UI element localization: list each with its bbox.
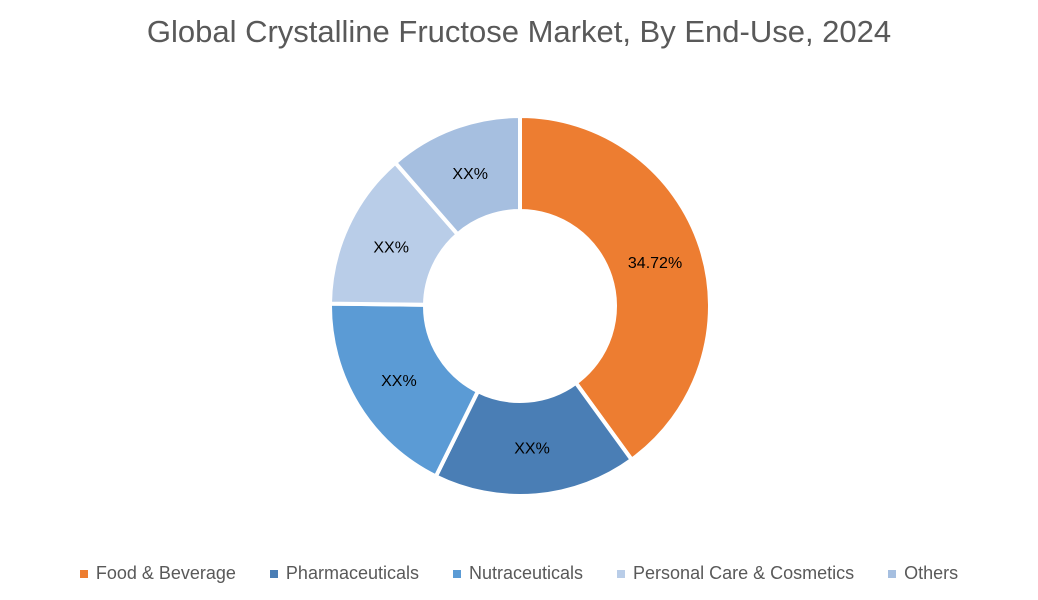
chart-title: Global Crystalline Fructose Market, By E…: [146, 14, 892, 49]
legend-item: Nutraceuticals: [452, 563, 584, 584]
legend-label: Food & Beverage: [95, 563, 236, 583]
legend-label: Nutraceuticals: [468, 563, 584, 583]
data-label: XX%: [514, 440, 550, 457]
data-label: XX%: [373, 239, 409, 256]
legend-swatch: [617, 569, 626, 578]
data-label: XX%: [381, 373, 417, 390]
legend-swatch: [452, 569, 461, 578]
legend-item: Personal Care & Cosmetics: [617, 563, 854, 584]
slice-others: [392, 113, 522, 238]
legend-item: Others: [888, 563, 958, 584]
legend-label: Pharmaceuticals: [285, 563, 419, 583]
data-label: XX%: [452, 166, 488, 183]
legend-label: Personal Care & Cosmetics: [633, 563, 855, 583]
legend-swatch: [888, 569, 897, 578]
legend-item: Pharmaceuticals: [269, 563, 419, 584]
legend-item: Food & Beverage: [79, 563, 236, 584]
legend-swatch: [79, 569, 88, 578]
data-label: 34.72%: [628, 255, 682, 272]
legend: Food & Beverage Pharmaceuticals Nutraceuti…: [0, 563, 1038, 584]
slice-nutraceuticals: [328, 301, 481, 480]
slice-pharmaceuticals: [433, 380, 635, 498]
legend-swatch: [269, 569, 278, 578]
legend-label: Others: [904, 563, 959, 583]
slice-food-beverage: [518, 113, 712, 463]
